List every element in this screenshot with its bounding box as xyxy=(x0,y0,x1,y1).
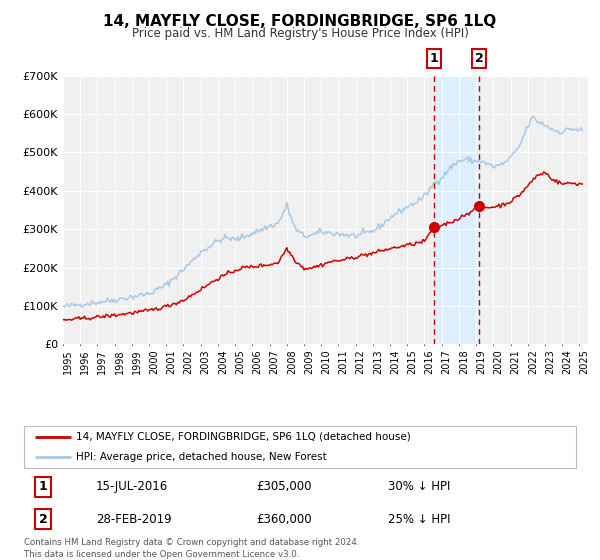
Text: £360,000: £360,000 xyxy=(256,512,311,526)
Text: 2005: 2005 xyxy=(235,349,245,374)
Text: 2: 2 xyxy=(475,52,483,65)
Text: 2004: 2004 xyxy=(218,349,228,374)
Text: 2017: 2017 xyxy=(442,349,452,374)
Text: 2002: 2002 xyxy=(184,349,193,374)
Text: 2000: 2000 xyxy=(149,349,159,374)
Text: 1997: 1997 xyxy=(97,349,107,374)
Text: 1: 1 xyxy=(430,52,438,65)
Text: 2023: 2023 xyxy=(545,349,555,374)
Text: 1999: 1999 xyxy=(132,349,142,374)
Text: 2022: 2022 xyxy=(528,349,538,374)
Text: Price paid vs. HM Land Registry's House Price Index (HPI): Price paid vs. HM Land Registry's House … xyxy=(131,27,469,40)
Text: 28-FEB-2019: 28-FEB-2019 xyxy=(96,512,172,526)
Bar xyxy=(434,76,479,344)
Text: This data is licensed under the Open Government Licence v3.0.: This data is licensed under the Open Gov… xyxy=(24,550,299,559)
Text: 2008: 2008 xyxy=(287,349,297,374)
Text: 25% ↓ HPI: 25% ↓ HPI xyxy=(388,512,451,526)
Text: 15-JUL-2016: 15-JUL-2016 xyxy=(96,480,168,493)
Text: 2019: 2019 xyxy=(476,349,486,374)
Text: 30% ↓ HPI: 30% ↓ HPI xyxy=(388,480,451,493)
Text: £305,000: £305,000 xyxy=(256,480,311,493)
Text: 1998: 1998 xyxy=(115,349,125,374)
Text: 2011: 2011 xyxy=(338,349,349,374)
Text: 2014: 2014 xyxy=(390,349,400,374)
Text: HPI: Average price, detached house, New Forest: HPI: Average price, detached house, New … xyxy=(76,452,327,462)
Text: 1996: 1996 xyxy=(80,349,90,374)
Text: 2007: 2007 xyxy=(269,349,280,374)
Text: 14, MAYFLY CLOSE, FORDINGBRIDGE, SP6 1LQ: 14, MAYFLY CLOSE, FORDINGBRIDGE, SP6 1LQ xyxy=(103,14,497,29)
Text: 1: 1 xyxy=(39,480,47,493)
Text: 2020: 2020 xyxy=(493,349,503,374)
Text: 2018: 2018 xyxy=(459,349,469,374)
Text: 1995: 1995 xyxy=(63,349,73,374)
Text: Contains HM Land Registry data © Crown copyright and database right 2024.: Contains HM Land Registry data © Crown c… xyxy=(24,538,359,547)
Text: 14, MAYFLY CLOSE, FORDINGBRIDGE, SP6 1LQ (detached house): 14, MAYFLY CLOSE, FORDINGBRIDGE, SP6 1LQ… xyxy=(76,432,411,442)
Text: 2003: 2003 xyxy=(201,349,211,374)
Text: 2025: 2025 xyxy=(580,349,589,374)
Text: 2010: 2010 xyxy=(321,349,331,374)
Text: 2: 2 xyxy=(39,512,47,526)
Text: 2013: 2013 xyxy=(373,349,383,374)
Text: 2012: 2012 xyxy=(356,349,365,374)
Text: 2006: 2006 xyxy=(253,349,262,374)
Text: 2001: 2001 xyxy=(166,349,176,374)
Text: 2015: 2015 xyxy=(407,349,417,374)
Text: 2024: 2024 xyxy=(562,349,572,374)
Text: 2016: 2016 xyxy=(424,349,434,374)
Text: 2021: 2021 xyxy=(511,349,521,374)
Text: 2009: 2009 xyxy=(304,349,314,374)
